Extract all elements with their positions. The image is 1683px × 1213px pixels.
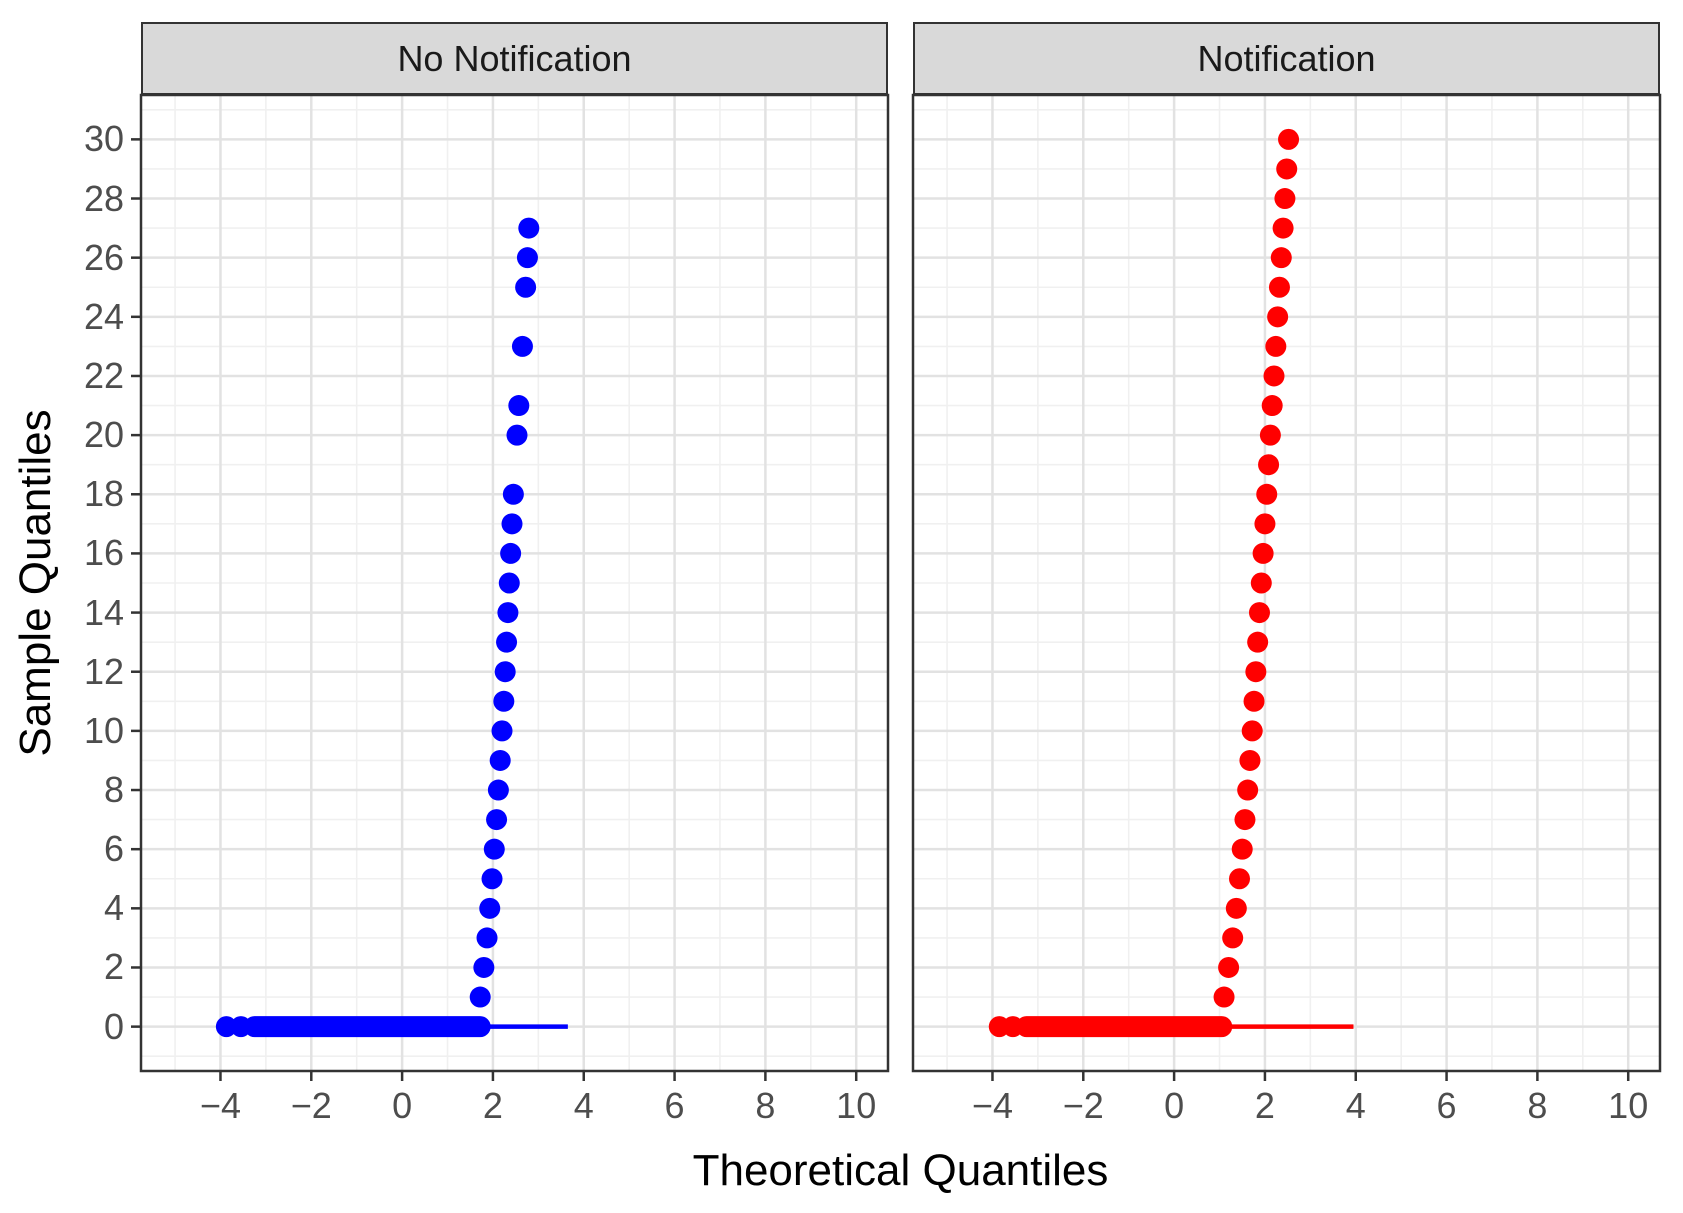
x-tick-label: 8 (755, 1085, 776, 1126)
x-tick-label: 10 (836, 1085, 877, 1126)
qq-point (1213, 986, 1235, 1008)
qq-point (1261, 395, 1283, 417)
qq-point (481, 868, 503, 890)
qq-point (479, 897, 501, 919)
x-tick-label: 0 (1164, 1085, 1185, 1126)
y-tick-label: 16 (83, 532, 124, 574)
qq-point (469, 986, 491, 1008)
qq-point (489, 749, 511, 771)
qq-point (1263, 365, 1285, 387)
y-tick-label: 22 (83, 354, 124, 396)
qq-point (506, 424, 528, 446)
y-tick-label: 26 (83, 236, 124, 278)
y-tick-label: 6 (103, 828, 124, 870)
qq-point (1218, 956, 1240, 978)
qq-point (502, 483, 524, 505)
qq-point (1256, 483, 1278, 505)
qq-point (1278, 128, 1300, 150)
qq-point (215, 1016, 237, 1038)
qq-point (1248, 602, 1270, 624)
qq-point (1231, 838, 1253, 860)
x-tick-label: 8 (1527, 1085, 1548, 1126)
facet-strip-notification: Notification (913, 22, 1660, 95)
qq-point (493, 690, 515, 712)
y-tick-label: 2 (103, 946, 124, 988)
qq-point (1239, 749, 1261, 771)
panel-border (911, 93, 1662, 1073)
qq-point (1270, 247, 1292, 269)
qq-point (230, 1016, 252, 1038)
qq-point (1254, 513, 1276, 535)
qq-point (498, 572, 520, 594)
qq-point (1265, 335, 1287, 357)
facet-strip-no-notification: No Notification (141, 22, 888, 95)
y-tick-label: 30 (83, 118, 124, 160)
qq-point (1234, 809, 1256, 831)
qq-point (1267, 306, 1289, 328)
qq-point (508, 395, 530, 417)
qq-point (487, 779, 509, 801)
x-tick-label: −2 (1062, 1085, 1104, 1126)
qq-point (511, 335, 533, 357)
qq-point (1274, 188, 1296, 210)
x-tick-label: 10 (1608, 1085, 1649, 1126)
y-tick-label: 28 (83, 177, 124, 219)
y-tick-label: 10 (83, 709, 124, 751)
qq-point (1258, 454, 1280, 476)
qq-point (1225, 897, 1247, 919)
y-tick-label: 24 (83, 295, 124, 337)
qq-point (1241, 720, 1263, 742)
qq-point (494, 661, 516, 683)
qq-point (1002, 1016, 1024, 1038)
qq-point (1268, 276, 1290, 298)
qq-point (473, 956, 495, 978)
qq-point (483, 838, 505, 860)
qq-point (476, 927, 498, 949)
qq-point (1243, 690, 1265, 712)
qq-point (1222, 927, 1244, 949)
qq-point (491, 720, 513, 742)
panel-border (139, 93, 890, 1073)
qq-point (1252, 542, 1274, 564)
x-tick-label: −4 (199, 1085, 241, 1126)
qq-point (1276, 158, 1298, 180)
y-tick-label: 18 (83, 473, 124, 515)
qq-point (497, 602, 519, 624)
y-tick-label: 8 (103, 769, 124, 811)
qq-point (500, 542, 522, 564)
facet-strip-label: No Notification (397, 37, 632, 79)
y-axis-title: Sample Quantiles (11, 409, 60, 757)
qq-point (515, 276, 537, 298)
x-tick-label: 0 (392, 1085, 413, 1126)
qq-point (1229, 868, 1251, 890)
qq-point (501, 513, 523, 535)
x-tick-label: 4 (573, 1085, 594, 1126)
qq-point (1245, 661, 1267, 683)
y-tick-label: 0 (103, 1005, 124, 1047)
qq-point (1250, 572, 1272, 594)
qq-point (1259, 424, 1281, 446)
y-tick-label: 14 (83, 591, 124, 633)
x-tick-label: 2 (1254, 1085, 1275, 1126)
x-axis-title: Theoretical Quantiles (692, 1146, 1109, 1195)
y-tick-label: 12 (83, 650, 124, 692)
x-tick-label: 2 (482, 1085, 503, 1126)
qq-point (486, 809, 508, 831)
x-tick-label: 4 (1345, 1085, 1366, 1126)
x-tick-label: 6 (1436, 1085, 1457, 1126)
y-tick-label: 20 (83, 414, 124, 456)
qq-point (518, 217, 540, 239)
facet-strip-label: Notification (1197, 37, 1376, 79)
x-tick-label: −4 (971, 1085, 1013, 1126)
qq-point (1272, 217, 1294, 239)
qq-point (1247, 631, 1269, 653)
qq-point (496, 631, 518, 653)
qq-point (1237, 779, 1259, 801)
qq-point (516, 247, 538, 269)
y-tick-label: 4 (103, 887, 124, 929)
x-tick-label: 6 (664, 1085, 685, 1126)
x-tick-label: −2 (290, 1085, 332, 1126)
